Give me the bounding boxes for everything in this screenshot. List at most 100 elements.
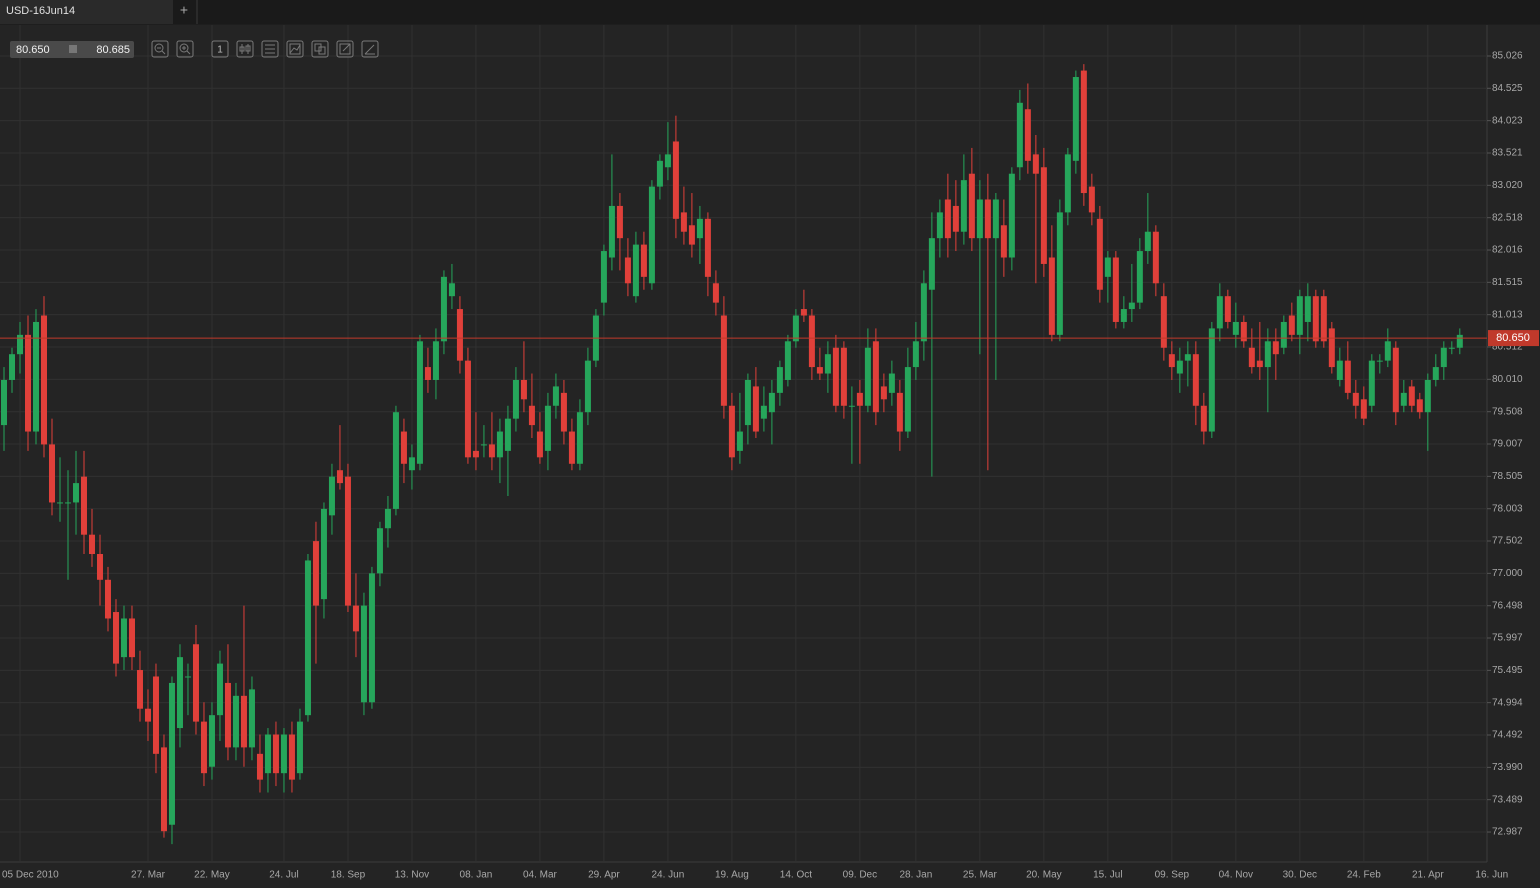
ask-price: 80.685 [96,44,130,56]
y-tick-label: 75.997 [1492,633,1523,644]
pencil-button[interactable] [361,40,379,58]
candle-body [728,405,735,458]
y-tick-label: 78.003 [1492,503,1523,514]
candle-body [984,199,991,239]
candle-body [24,334,31,432]
candle-body [152,676,159,754]
candle-body [1312,296,1319,342]
draw-button[interactable] [336,40,354,58]
candle-body [848,405,855,407]
candle-body [1432,367,1439,380]
candle-body [368,573,375,703]
candle-body [424,367,431,380]
candle-body [1272,341,1279,355]
icon [245,45,251,52]
candle-body [1072,77,1079,161]
study-button[interactable] [286,40,304,58]
candles [0,64,1463,845]
y-tick-label: 83.020 [1492,180,1523,191]
candle-body [96,554,103,580]
zoom-in-button[interactable] [176,40,194,58]
zoom-out-button[interactable] [151,40,169,58]
candle-body [440,276,447,342]
y-tick-label: 80.512 [1492,342,1523,353]
candle-body [1424,379,1431,413]
candle-body [1008,173,1015,258]
candle-body [904,367,911,432]
tab[interactable] [0,0,171,24]
candle-body [712,283,719,303]
x-tick-label: 20. May [1026,870,1062,881]
candle-body [1384,341,1391,361]
y-tick-label: 73.489 [1492,794,1523,805]
candle-body [224,682,231,748]
candle-body [1160,296,1167,348]
candle-body [1392,347,1399,413]
y-tick-label: 83.521 [1492,148,1523,159]
candle-body [48,444,55,503]
candle-body [352,605,359,632]
candle-body [384,508,391,529]
candle-body [128,618,135,658]
candle-body [1360,399,1367,419]
candle-body [1200,405,1207,432]
candle-body [816,367,823,374]
candle-body [56,502,63,504]
candle-body [928,238,935,290]
candle-body [936,212,943,239]
chart-type-button[interactable] [236,40,254,58]
candle-body [160,747,167,832]
candle-body [1136,251,1143,303]
candle-body [1304,296,1311,322]
candle-body [616,205,623,239]
candle-body [1400,392,1407,406]
candle-body [0,379,7,426]
candle-body [200,721,207,774]
tab-title[interactable]: USD-16Jun14 [6,5,75,17]
interval-label[interactable]: 1 [217,45,223,56]
candle-body [568,431,575,464]
x-tick-label: 15. Jul [1093,870,1122,881]
candle-body [520,379,527,400]
icon [179,43,189,53]
candle-body [192,644,199,722]
overlay: 80.650 80.685 1 80.650 [0,40,1539,347]
x-tick-label: 13. Nov [395,870,429,881]
candle-body [736,431,743,451]
new-tab-button[interactable]: + [180,2,188,18]
candle-body [360,605,367,703]
y-tick-label: 82.518 [1492,212,1523,223]
candle-body [1080,70,1087,194]
x-tick-label: 04. Nov [1219,870,1253,881]
candle-body [80,476,87,535]
tab-bar [0,0,1540,24]
candle-body [512,379,519,419]
compare-button[interactable] [311,40,329,58]
candle-body [280,734,287,774]
candle-body [456,309,463,361]
candle-body [1440,347,1447,368]
candle-body [136,670,143,709]
candle-body [112,612,119,664]
candle-body [448,283,455,297]
candle-body [536,431,543,458]
x-tick-label: 25. Mar [963,870,998,881]
candle-body [168,682,175,825]
indicators-button[interactable] [261,40,279,58]
candle-body [1416,399,1423,413]
candle-body [1320,296,1327,342]
candle-body [1064,154,1071,213]
icon [289,43,301,55]
candle-body [1216,296,1223,329]
candle-body [840,347,847,406]
toolbar [151,40,379,58]
interval-button[interactable] [211,40,229,58]
candle-body [1264,341,1271,368]
icon [186,50,191,55]
candle-body [648,186,655,284]
candle-body [232,695,239,748]
candle-body [552,386,559,406]
candle-body [480,444,487,446]
icon [154,43,164,53]
x-tick-label: 09. Dec [843,870,877,881]
